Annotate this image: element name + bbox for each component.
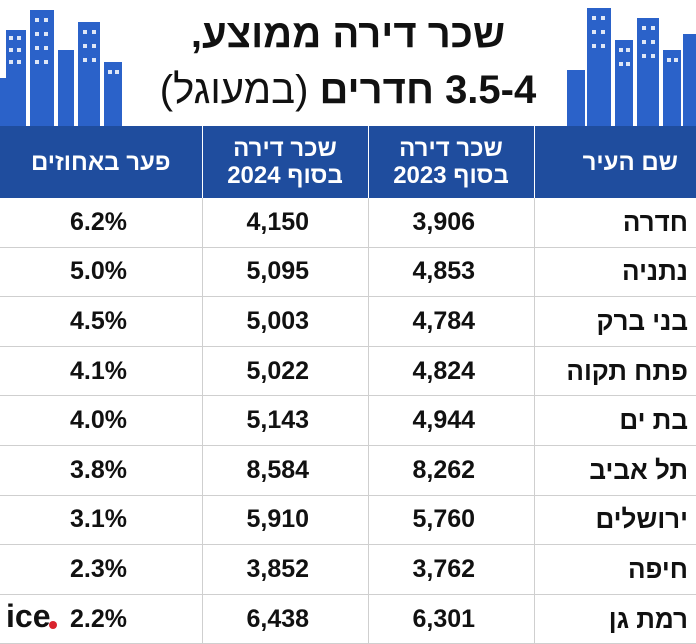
- cell-rent-2024: 5,003: [201, 296, 368, 347]
- chart-title-line-1: שכר דירה ממוצע,: [190, 12, 506, 56]
- table-row: בת ים 4,944 5,143 4.0%: [0, 395, 696, 446]
- column-header-percent-gap: פער באחוזים: [0, 126, 202, 198]
- table-row: חדרה 3,906 4,150 6.2%: [0, 198, 696, 248]
- table-header-row: שם העיר שכר דירה בסוף 2023 שכר דירה בסוף…: [0, 126, 696, 198]
- cell-rent-2023: 8,262: [367, 445, 534, 496]
- cell-city: בת ים: [533, 395, 696, 446]
- cell-city: חדרה: [533, 198, 696, 248]
- cell-city: ירושלים: [533, 495, 696, 546]
- ice-logo-dot: [49, 621, 57, 629]
- ice-logo-text: ice: [6, 598, 50, 633]
- table-body: חדרה 3,906 4,150 6.2% נתניה 4,853 5,095 5.0% בני…: [0, 198, 696, 644]
- cell-percent-gap: 4.0%: [0, 395, 202, 446]
- cell-rent-2024: 5,910: [201, 495, 368, 546]
- cell-rent-2023: 4,944: [367, 395, 534, 446]
- chart-title-rooms: 3.5-4 חדרים: [319, 68, 537, 112]
- cell-percent-gap: 3.1%: [0, 495, 202, 546]
- cell-percent-gap: 6.2%: [0, 198, 202, 248]
- cell-rent-2024: 5,022: [201, 346, 368, 397]
- cell-percent-gap: 4.1%: [0, 346, 202, 397]
- column-header-city: שם העיר: [533, 126, 696, 198]
- cell-rent-2023: 6,301: [367, 594, 534, 644]
- chart-title-line-2: 3.5-4 חדרים (במעוגל): [140, 64, 556, 116]
- table-row: רמת גן 6,301 6,438 2.2%: [0, 594, 696, 644]
- table-row: פתח תקוה 4,824 5,022 4.1%: [0, 346, 696, 397]
- cell-percent-gap: 3.8%: [0, 445, 202, 496]
- column-header-rent-2023: שכר דירה בסוף 2023: [367, 126, 534, 198]
- cell-city: חיפה: [533, 544, 696, 595]
- cell-city: רמת גן: [533, 594, 696, 644]
- rent-table: שם העיר שכר דירה בסוף 2023 שכר דירה בסוף…: [0, 126, 696, 644]
- cell-rent-2024: 3,852: [201, 544, 368, 595]
- table-row: ירושלים 5,760 5,910 3.1%: [0, 495, 696, 546]
- table-row: תל אביב 8,262 8,584 3.8%: [0, 445, 696, 496]
- city-skyline-icon: [567, 8, 696, 126]
- city-skyline-icon: [0, 10, 122, 126]
- cell-rent-2024: 5,095: [201, 247, 368, 298]
- cell-percent-gap: 4.5%: [0, 296, 202, 347]
- cell-rent-2024: 8,584: [201, 445, 368, 496]
- column-header-rent-2024: שכר דירה בסוף 2024: [201, 126, 368, 198]
- cell-rent-2023: 4,824: [367, 346, 534, 397]
- table-row: נתניה 4,853 5,095 5.0%: [0, 247, 696, 298]
- cell-rent-2023: 5,760: [367, 495, 534, 546]
- cell-percent-gap: 5.0%: [0, 247, 202, 298]
- cell-rent-2023: 4,853: [367, 247, 534, 298]
- table-row: בני ברק 4,784 5,003 4.5%: [0, 296, 696, 347]
- chart-title-rounded-note: (במעוגל): [159, 68, 309, 112]
- cell-rent-2023: 3,906: [367, 198, 534, 248]
- cell-rent-2023: 3,762: [367, 544, 534, 595]
- cell-city: בני ברק: [533, 296, 696, 347]
- cell-rent-2024: 4,150: [201, 198, 368, 248]
- cell-city: פתח תקוה: [533, 346, 696, 397]
- cell-percent-gap: 2.3%: [0, 544, 202, 595]
- header: שכר דירה ממוצע, 3.5-4 חדרים (במעוגל): [0, 0, 696, 126]
- cell-city: תל אביב: [533, 445, 696, 496]
- cell-city: נתניה: [533, 247, 696, 298]
- cell-rent-2023: 4,784: [367, 296, 534, 347]
- ice-logo: ice: [6, 598, 57, 633]
- cell-rent-2024: 6,438: [201, 594, 368, 644]
- cell-rent-2024: 5,143: [201, 395, 368, 446]
- table-row: חיפה 3,762 3,852 2.3%: [0, 544, 696, 595]
